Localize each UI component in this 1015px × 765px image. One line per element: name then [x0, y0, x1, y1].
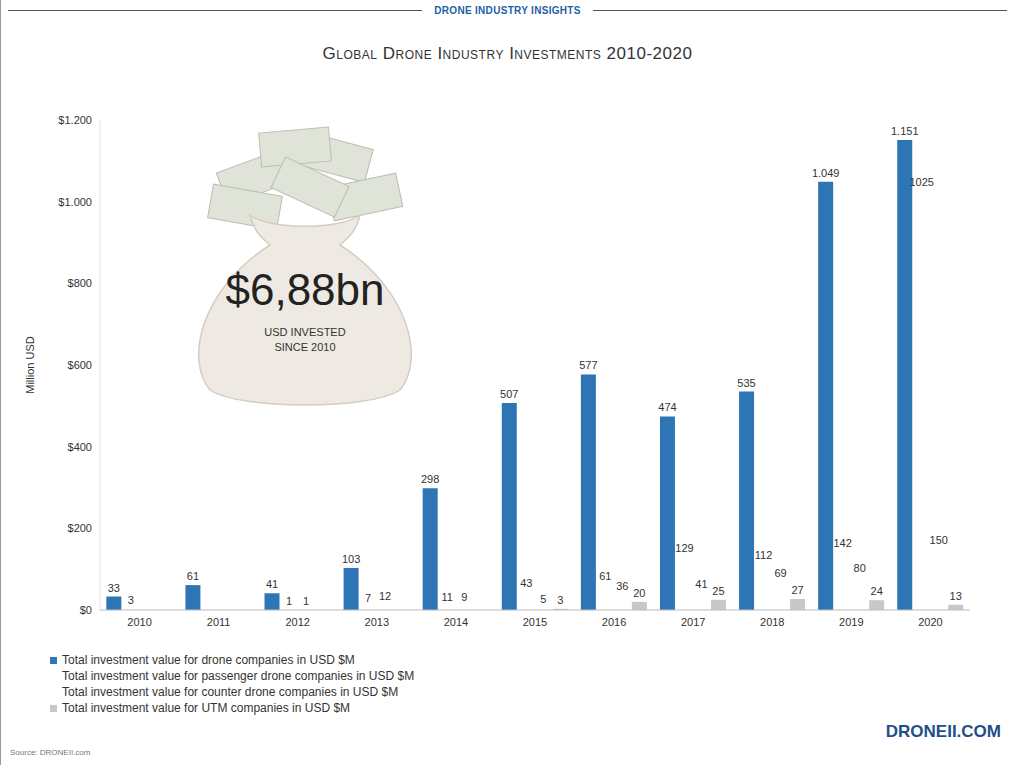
html-text:Source: DRONEII.com: Source: DRONEII.com [10, 748, 91, 757]
svg-text:150: 150 [930, 534, 948, 546]
svg-text:$400: $400 [68, 441, 92, 453]
svg-text:5: 5 [540, 593, 546, 605]
html-text:Total investment value for cou: Total investment value for counter drone… [62, 685, 399, 699]
svg-text:2011: 2011 [207, 616, 231, 628]
svg-text:2012: 2012 [285, 616, 309, 628]
svg-text:535: 535 [737, 377, 755, 389]
svg-text:1: 1 [286, 595, 292, 607]
svg-text:$800: $800 [68, 277, 92, 289]
svg-text:$1.000: $1.000 [58, 196, 92, 208]
svg-text:41: 41 [695, 578, 707, 590]
svg-text:507: 507 [500, 388, 518, 400]
svg-text:11: 11 [441, 591, 452, 603]
html-text:Global Drone Industry Investme: Global Drone Industry Investments 2010-2… [322, 44, 693, 63]
svg-text:80: 80 [854, 562, 866, 574]
svg-text:2015: 2015 [523, 616, 547, 628]
svg-text:112: 112 [755, 549, 773, 561]
svg-text:1.151: 1.151 [891, 125, 919, 137]
svg-text:69: 69 [774, 567, 786, 579]
svg-text:27: 27 [791, 584, 803, 596]
svg-text:24: 24 [871, 585, 883, 597]
html-text:Total investment value for UTM: Total investment value for UTM companies… [62, 701, 351, 715]
html-text:Total investment value for dro: Total investment value for drone compani… [62, 653, 355, 667]
svg-text:20: 20 [633, 587, 645, 599]
svg-text:12: 12 [379, 590, 391, 602]
html-text:Total investment value for pas: Total investment value for passenger dro… [62, 669, 415, 683]
svg-text:$600: $600 [68, 359, 92, 371]
svg-text:61: 61 [599, 570, 611, 582]
svg-text:$200: $200 [68, 522, 92, 534]
svg-text:3: 3 [128, 594, 134, 606]
svg-text:41: 41 [266, 578, 278, 590]
html-text:$6,88bn: $6,88bn [225, 265, 385, 314]
svg-text:$1.200: $1.200 [58, 114, 92, 126]
html-text:DRONEII.COM: DRONEII.COM [885, 722, 1001, 741]
svg-text:103: 103 [342, 553, 360, 565]
svg-text:13: 13 [950, 590, 962, 602]
svg-text:3: 3 [557, 594, 563, 606]
svg-text:25: 25 [712, 585, 724, 597]
svg-text:129: 129 [675, 542, 693, 554]
svg-text:1.049: 1.049 [812, 167, 840, 179]
svg-text:36: 36 [616, 580, 628, 592]
svg-text:9: 9 [461, 591, 467, 603]
svg-text:2017: 2017 [681, 616, 705, 628]
svg-text:1025: 1025 [909, 176, 933, 188]
svg-text:2018: 2018 [760, 616, 784, 628]
svg-text:43: 43 [520, 577, 532, 589]
svg-text:2016: 2016 [602, 616, 626, 628]
svg-text:2020: 2020 [918, 616, 942, 628]
svg-text:2010: 2010 [127, 616, 151, 628]
html-text:USD INVESTED SINCE 2010: USD INVESTED SINCE 2010 [264, 326, 346, 353]
svg-text:474: 474 [658, 401, 676, 413]
svg-text:61: 61 [187, 570, 199, 582]
svg-text:Million USD: Million USD [24, 336, 36, 394]
svg-text:298: 298 [421, 473, 439, 485]
svg-text:2019: 2019 [839, 616, 863, 628]
html-text:DRONE INDUSTRY INSIGHTS: DRONE INDUSTRY INSIGHTS [434, 4, 581, 16]
svg-text:33: 33 [108, 582, 120, 594]
svg-text:$0: $0 [80, 604, 92, 616]
svg-text:2014: 2014 [444, 616, 468, 628]
svg-text:2013: 2013 [365, 616, 389, 628]
svg-text:142: 142 [833, 537, 851, 549]
svg-text:7: 7 [365, 592, 371, 604]
svg-text:1: 1 [303, 595, 309, 607]
svg-text:577: 577 [579, 359, 597, 371]
